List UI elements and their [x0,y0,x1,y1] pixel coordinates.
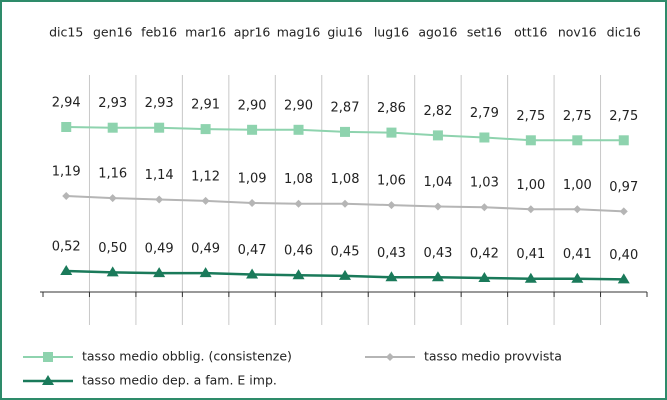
data-label: 1,08 [284,172,313,187]
data-label: 0,49 [191,242,220,257]
marker [618,135,629,146]
data-label: 2,94 [52,96,81,111]
data-label: 2,87 [331,100,360,115]
data-label: 1,06 [377,174,406,189]
marker [246,268,259,279]
category-label: dic15 [49,25,83,40]
marker [386,127,397,138]
category-label: lug16 [374,25,409,40]
marker [60,265,73,275]
category-label: giu16 [327,25,362,40]
marker [431,271,444,282]
data-label: 0,43 [423,246,452,261]
marker [433,202,442,211]
marker [617,273,630,284]
marker [248,199,257,207]
marker [619,207,628,216]
data-label: 2,93 [145,96,174,111]
marker [480,203,489,212]
data-label: 1,03 [470,176,499,191]
category-label: nov16 [558,25,597,40]
category-label: mag16 [277,25,321,40]
marker [573,205,582,214]
marker [201,196,210,205]
marker [200,124,211,135]
marker [293,124,304,135]
data-label: 0,45 [331,244,360,259]
legend-label: tasso medio provvista [424,349,562,364]
category-label: gen16 [93,25,133,40]
data-label: 1,16 [98,167,127,182]
marker [341,199,349,208]
data-label: 2,79 [470,106,499,121]
legend-marker [42,375,54,385]
data-label: 2,86 [377,101,406,116]
marker [478,272,491,282]
legend-label: tasso medio dep. a fam. E imp. [82,373,277,388]
category-label: mar16 [185,25,226,40]
data-label: 1,19 [52,165,81,180]
marker [61,122,72,132]
marker [108,194,117,203]
marker [524,272,537,283]
data-label: 2,91 [191,98,220,113]
data-label: 0,43 [377,246,406,261]
category-label: apr16 [234,25,271,40]
data-label: 0,52 [52,240,81,255]
marker [153,267,166,278]
category-label: feb16 [141,25,177,40]
marker [294,199,303,208]
marker [247,124,258,135]
data-label: 0,49 [145,242,174,257]
data-label: 0,41 [563,247,592,262]
legend-marker [386,353,394,361]
data-label: 1,08 [331,172,360,187]
marker [62,192,71,200]
marker [571,272,584,283]
marker [106,266,119,277]
marker [479,132,490,143]
category-label: ott16 [514,25,547,40]
marker [387,201,396,210]
data-label: 0,42 [470,247,499,262]
data-label: 2,75 [516,109,545,124]
marker [339,269,351,280]
marker [107,122,118,133]
marker [385,271,398,282]
data-label: 1,00 [516,178,545,193]
marker [199,267,212,278]
data-label: 2,90 [284,98,313,113]
data-label: 2,75 [563,109,592,124]
marker [572,135,583,146]
data-label: 0,41 [516,247,545,262]
marker [292,269,305,280]
data-label: 0,40 [609,248,638,263]
data-label: 2,82 [423,104,452,119]
data-label: 0,50 [98,241,127,256]
marker [155,195,164,204]
data-label: 1,12 [191,169,220,184]
data-label: 1,14 [145,168,174,183]
marker [154,122,165,133]
data-label: 2,93 [98,96,127,111]
data-label: 1,04 [423,175,452,190]
data-label: 0,97 [609,180,638,195]
data-label: 0,46 [284,244,313,259]
data-label: 1,00 [563,178,592,193]
legend-marker [43,352,53,362]
category-label: ago16 [418,25,457,40]
category-label: set16 [467,25,502,40]
marker [526,205,535,214]
marker [432,130,443,141]
legend-label: tasso medio obblig. (consistenze) [82,349,292,364]
data-label: 1,09 [238,172,267,187]
data-label: 2,75 [609,109,638,124]
data-label: 2,90 [238,98,267,113]
marker [340,126,350,137]
data-label: 0,47 [238,243,267,258]
category-label: dic16 [607,25,641,40]
marker [525,135,536,146]
